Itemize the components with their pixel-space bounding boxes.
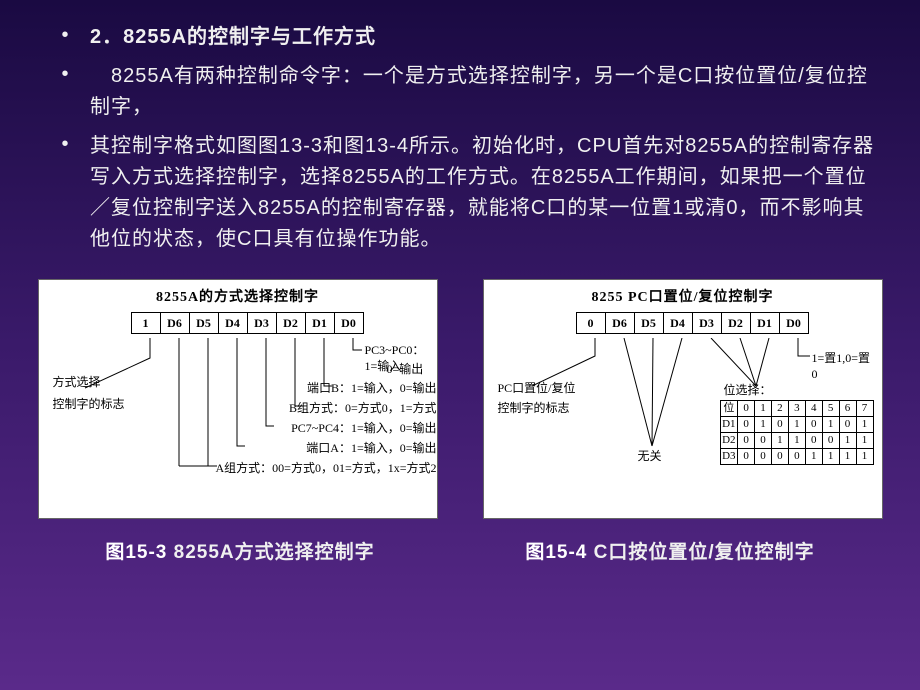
bit-d2: D2 [276, 312, 306, 334]
captions-row: 图15-3 8255A方式选择控制字 图15-4 C口按位置位/复位控制字 [0, 537, 920, 564]
th2: 1 [755, 401, 772, 417]
bit2-d5: D5 [634, 312, 664, 334]
bit-d7: 1 [131, 312, 161, 334]
annot-flag2: 控制字的标志 [53, 396, 125, 412]
slide-content: • 2．8255A的控制字与工作方式 • 8255A有两种控制命令字：一个是方式… [0, 0, 920, 273]
bit-d5: D5 [189, 312, 219, 334]
annot-groupA: A组方式：00=方式0，01=方式，1x=方式2 [167, 460, 437, 476]
annot-bitsel: 位选择： [724, 382, 772, 398]
diagrams-row: 8255A的方式选择控制字 1 D6 D5 D4 D3 D2 D1 D0 [0, 273, 920, 519]
bit2-d2: D2 [721, 312, 751, 334]
annot-pc74: PC7~PC4：1=输入，0=输出 [217, 420, 437, 436]
bit2-d7: 0 [576, 312, 606, 334]
bit-d1: D1 [305, 312, 335, 334]
bullet-dot: • [40, 22, 90, 53]
caption-1: 图15-3 8255A方式选择控制字 [105, 537, 374, 564]
bitsel-table: 位 0 1 2 3 4 5 6 7 D101010101 [720, 400, 874, 465]
diag2-title: 8255 PC口置位/复位控制字 [492, 286, 874, 306]
bit-d4: D4 [218, 312, 248, 334]
bullet-dot: • [40, 61, 90, 123]
th4: 3 [788, 401, 805, 417]
annot2-flag1: PC口置位/复位 [498, 380, 576, 396]
tbl-r1: D101010101 [720, 417, 873, 433]
bullet-dot: • [40, 131, 90, 255]
bit2-d4: D4 [663, 312, 693, 334]
bullet-2-text: 8255A有两种控制命令字：一个是方式选择控制字，另一个是C口按位置位/复位控制… [90, 61, 880, 123]
th6: 5 [822, 401, 839, 417]
th0: 位 [720, 401, 738, 417]
diag1-title: 8255A的方式选择控制字 [47, 286, 429, 306]
bit2-d6: D6 [605, 312, 635, 334]
annot-irrel: 无关 [638, 448, 662, 464]
tbl-r3: D300001111 [720, 449, 873, 465]
diag2-bitrow: 0 D6 D5 D4 D3 D2 D1 D0 [512, 312, 874, 334]
bit2-d1: D1 [750, 312, 780, 334]
annot-d0: 1=置1,0=置0 [812, 350, 874, 382]
bit-d0: D0 [334, 312, 364, 334]
annot2-flag2: 控制字的标志 [498, 400, 570, 416]
caption-1b: 8255A方式选择控制字 [167, 542, 374, 563]
tbl-hdr: 位 0 1 2 3 4 5 6 7 [720, 401, 873, 417]
caption-2a: 图15-4 [525, 542, 587, 563]
th1: 0 [738, 401, 755, 417]
th3: 2 [771, 401, 788, 417]
caption-2b: C口按位置位/复位控制字 [587, 542, 814, 563]
caption-1a: 图15-3 [105, 542, 167, 563]
diagram-bit-setreset: 8255 PC口置位/复位控制字 0 D6 D5 D4 D3 D2 D1 D0 [483, 279, 883, 519]
th8: 7 [856, 401, 873, 417]
diag1-bitrow: 1 D6 D5 D4 D3 D2 D1 D0 [67, 312, 429, 334]
diagram-mode-select: 8255A的方式选择控制字 1 D6 D5 D4 D3 D2 D1 D0 [38, 279, 438, 519]
annot-flag1: 方式选择 [53, 374, 101, 390]
tbl-r2: D200110011 [720, 433, 873, 449]
bit2-d3: D3 [692, 312, 722, 334]
bullet-1: • 2．8255A的控制字与工作方式 [40, 22, 880, 53]
bit-d6: D6 [160, 312, 190, 334]
bit-d3: D3 [247, 312, 277, 334]
annot-groupB: B组方式：0=方式0，1=方式 [233, 400, 437, 416]
bullet-3: • 其控制字格式如图图13-3和图13-4所示。初始化时，CPU首先对8255A… [40, 131, 880, 255]
bullet-1-text: 2．8255A的控制字与工作方式 [90, 22, 376, 53]
bitsel-table-wrap: 位 0 1 2 3 4 5 6 7 D101010101 [720, 400, 874, 465]
bit2-d0: D0 [779, 312, 809, 334]
th7: 6 [839, 401, 856, 417]
annot-portB: 端口B：1=输入，0=输出 [257, 380, 437, 396]
annot-portA: 端口A：1=输入，0=输出 [197, 440, 437, 456]
caption-2: 图15-4 C口按位置位/复位控制字 [525, 537, 814, 564]
bullet-3-text: 其控制字格式如图图13-3和图13-4所示。初始化时，CPU首先对8255A的控… [90, 131, 880, 255]
bullet-2: • 8255A有两种控制命令字：一个是方式选择控制字，另一个是C口按位置位/复位… [40, 61, 880, 123]
annot-pc30-out: 0=输出 [387, 361, 424, 377]
th5: 4 [805, 401, 822, 417]
